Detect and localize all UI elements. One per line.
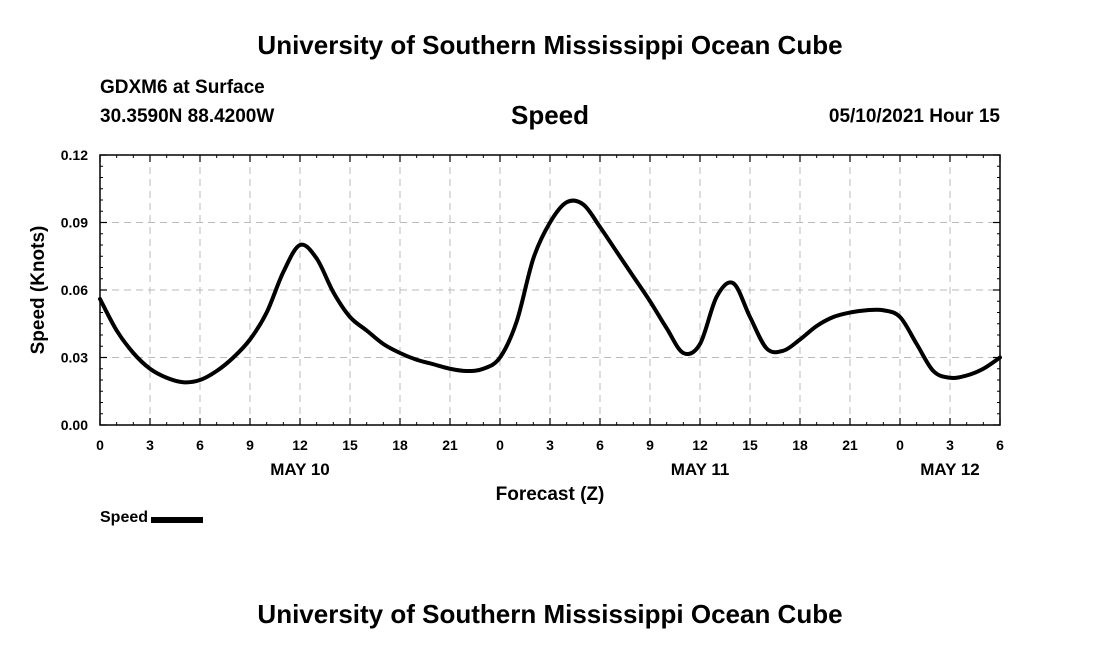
footer-title: University of Southern Mississippi Ocean…	[257, 599, 843, 629]
x-axis-title: Forecast (Z)	[496, 484, 605, 505]
x-tick-label: 15	[342, 437, 358, 453]
series-line-speed	[98, 198, 1002, 385]
x-tick-label: 12	[692, 437, 708, 453]
x-tick-label: 9	[646, 437, 654, 453]
plot-frame	[99, 154, 1001, 426]
y-tick-label: 0.12	[61, 147, 88, 163]
legend-label: Speed	[100, 509, 149, 526]
x-tick-label: 3	[546, 437, 554, 453]
x-tick-label: 0	[896, 437, 904, 453]
y-tick-label: 0.03	[61, 350, 88, 366]
date-label: MAY 12	[920, 460, 980, 479]
x-tick-label: 0	[496, 437, 504, 453]
x-tick-label: 3	[946, 437, 954, 453]
station-coordinates: 30.3590N 88.4200W	[100, 106, 275, 127]
series-layer	[98, 198, 1002, 385]
x-tick-label: 21	[842, 437, 858, 453]
y-tick-label: 0.06	[61, 282, 88, 298]
x-tick-label: 18	[392, 437, 408, 453]
x-tick-label: 12	[292, 437, 308, 453]
x-tick-label: 18	[792, 437, 808, 453]
y-tick-label: 0.09	[61, 215, 88, 231]
station-label: GDXM6 at Surface	[100, 77, 265, 98]
x-tick-label: 21	[442, 437, 458, 453]
parameter-title: Speed	[510, 100, 590, 130]
forecast-datetime: 05/10/2021 Hour 15	[828, 106, 1000, 127]
legend: Speed	[100, 509, 204, 527]
x-tick-label: 3	[146, 437, 154, 453]
x-tick-label: 9	[246, 437, 254, 453]
page-title: University of Southern Mississippi Ocean…	[257, 30, 843, 60]
x-tick-label: 15	[742, 437, 758, 453]
tick-labels: 0 3 6 9 12 15 18 21 0 3 6 9 12 15 18 21 0 3 6 0.00 0.03 0.06 0…	[61, 147, 1004, 479]
date-label: MAY 11	[671, 460, 730, 479]
x-tick-label: 6	[196, 437, 204, 453]
x-tick-label: 0	[96, 437, 104, 453]
date-label: MAY 10	[270, 460, 330, 479]
legend-swatch	[151, 517, 204, 523]
x-tick-label: 6	[996, 437, 1004, 453]
x-tick-label: 6	[596, 437, 604, 453]
y-axis-title: Speed (Knots)	[28, 226, 49, 355]
y-tick-label: 0.00	[61, 417, 88, 433]
grid	[100, 155, 1000, 425]
